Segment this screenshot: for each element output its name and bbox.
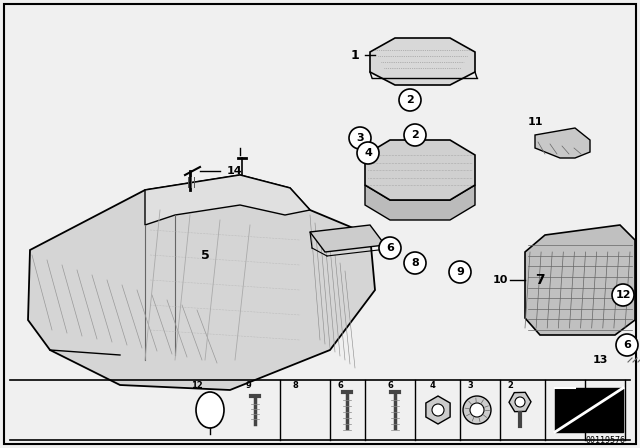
Circle shape [432,404,444,416]
Text: 11: 11 [527,117,543,127]
Polygon shape [370,38,475,85]
Text: 6: 6 [623,340,631,350]
Polygon shape [28,175,375,390]
Polygon shape [525,225,635,335]
Text: 5: 5 [200,249,209,262]
Circle shape [616,334,638,356]
Circle shape [357,142,379,164]
Circle shape [399,89,421,111]
Text: 3: 3 [356,133,364,143]
Circle shape [612,284,634,306]
Text: 6: 6 [337,381,343,390]
Polygon shape [310,225,385,252]
Text: 10: 10 [492,275,508,285]
Circle shape [470,403,484,417]
Text: 4: 4 [429,381,435,390]
Bar [555,388,623,432]
Text: 9: 9 [456,267,464,277]
Text: 2: 2 [507,381,513,390]
Circle shape [515,397,525,407]
Polygon shape [365,140,475,200]
Text: 7: 7 [535,273,545,287]
Text: 12: 12 [615,290,631,300]
Text: 8: 8 [411,258,419,268]
Text: 8: 8 [292,381,298,390]
Circle shape [379,237,401,259]
Text: 14: 14 [227,166,243,176]
Circle shape [349,127,371,149]
Text: 6: 6 [386,243,394,253]
Text: 3: 3 [467,381,473,390]
Text: 6: 6 [387,381,393,390]
Ellipse shape [196,392,224,428]
Circle shape [404,124,426,146]
Text: 2: 2 [406,95,414,105]
Circle shape [463,396,491,424]
Text: 13: 13 [592,355,608,365]
Polygon shape [365,185,475,220]
Text: 1: 1 [351,48,360,61]
Circle shape [449,261,471,283]
Text: 4: 4 [364,148,372,158]
Circle shape [404,252,426,274]
Text: 00119576: 00119576 [585,436,625,445]
Text: 9: 9 [245,381,251,390]
Text: 12: 12 [191,381,203,390]
Polygon shape [145,175,310,225]
Text: 2: 2 [411,130,419,140]
Polygon shape [535,128,590,158]
